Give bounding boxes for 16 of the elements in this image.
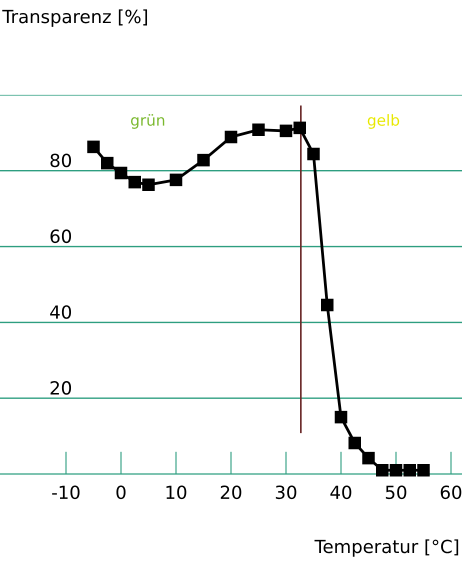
x-tick-label: 50	[386, 485, 406, 500]
x-tick-label: 10	[166, 485, 186, 500]
x-tick-label: 40	[330, 485, 352, 500]
y-tick-label: 20	[50, 381, 72, 395]
x-tick-label: 20	[220, 485, 242, 500]
y-tick-label: 60	[50, 229, 72, 244]
x-tick-label: 60	[440, 485, 462, 500]
x-tick-label: -10	[52, 485, 80, 500]
x-tick-label: 0	[116, 485, 126, 500]
y-tick-label: 40	[50, 305, 72, 319]
y-tick-label: 80	[50, 154, 72, 168]
x-axis-title: Temperatur [°C]	[314, 539, 458, 557]
y-axis-title: Transparenz [%]	[2, 9, 148, 27]
annotation: gelb	[368, 114, 400, 129]
x-tick-label: 30	[276, 485, 296, 500]
annotation: grün	[131, 114, 164, 129]
